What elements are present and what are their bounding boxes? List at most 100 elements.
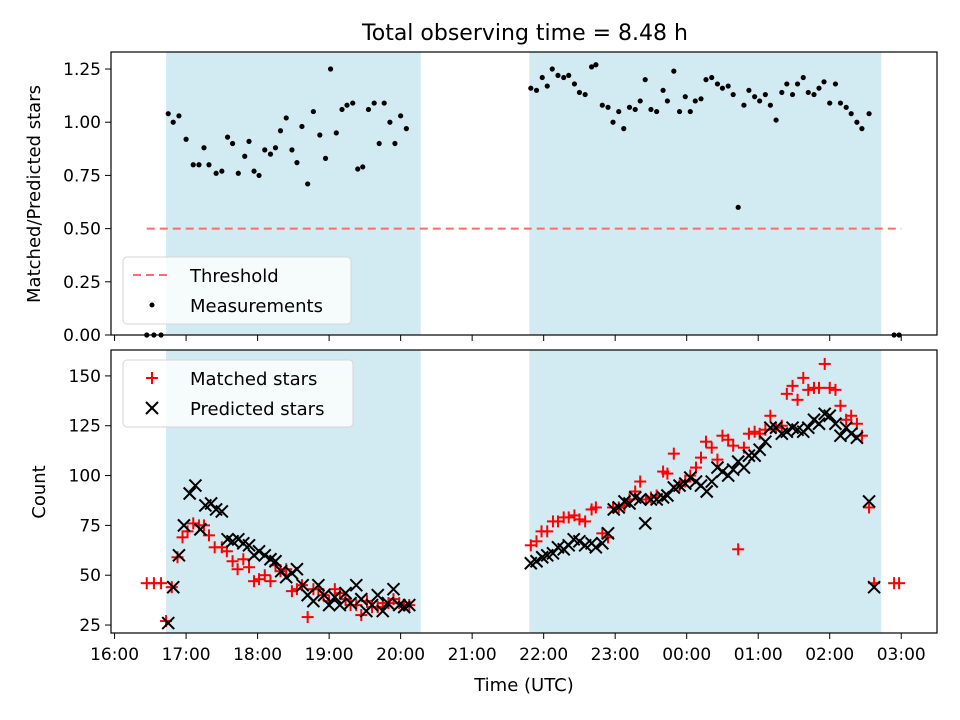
matched-star-point xyxy=(231,563,244,576)
measurement-point xyxy=(539,74,545,81)
predicted-star-point xyxy=(801,421,815,435)
matched-star-point xyxy=(823,381,836,394)
matched-star-point xyxy=(285,585,298,598)
top-axes-frame xyxy=(110,51,938,336)
measurement-point xyxy=(794,81,801,87)
x-tick-label: 22:00 xyxy=(519,645,568,665)
predicted-star-point xyxy=(812,417,826,431)
matched-star-point xyxy=(813,381,825,394)
measurement-point xyxy=(632,106,638,113)
predicted-star-point xyxy=(601,526,615,541)
matched-star-point xyxy=(248,575,261,588)
predicted-star-point xyxy=(317,588,331,602)
measurement-point xyxy=(360,164,366,170)
matched-star-point xyxy=(226,555,239,568)
measurement-point xyxy=(283,115,289,121)
measurement-point xyxy=(235,170,241,176)
measurement-point xyxy=(671,68,677,74)
matched-star-point xyxy=(243,561,256,574)
measurement-point xyxy=(571,81,578,87)
x-axis-label: Time (UTC) xyxy=(473,675,574,696)
matched-star-point xyxy=(530,535,543,548)
x-tick-label: 23:00 xyxy=(591,645,640,665)
predicted-star-point xyxy=(595,536,610,551)
measurement-point xyxy=(682,94,688,100)
top-panel: 0.00 0.25 0.50 0.75 1.00 1.25 Matched/Predict… xyxy=(24,51,938,346)
matched-star-point xyxy=(237,553,250,566)
measurement-point xyxy=(190,162,196,168)
measurement-point xyxy=(317,132,323,138)
measurement-point xyxy=(762,91,768,98)
matched-star-point xyxy=(700,435,713,448)
measurement-point xyxy=(773,117,779,123)
predicted-star-point xyxy=(726,462,740,477)
measurement-point xyxy=(533,87,540,93)
matched-star-point xyxy=(711,453,724,466)
measurement-point xyxy=(206,162,212,168)
predicted-star-point xyxy=(365,598,379,612)
x-tick-label: 18:00 xyxy=(233,645,282,665)
measurement-point xyxy=(725,83,731,89)
x-tick-label: 20:00 xyxy=(376,645,425,665)
measurement-point xyxy=(256,172,262,179)
matched-star-point xyxy=(893,577,906,590)
measurement-point xyxy=(588,64,595,70)
measurement-point xyxy=(376,140,382,147)
y-tick-label: 1.00 xyxy=(63,113,101,133)
predicted-star-point xyxy=(763,421,778,435)
measurement-point xyxy=(310,108,316,115)
predicted-star-point xyxy=(343,596,358,610)
predicted-legend-marker xyxy=(145,401,159,415)
measurement-point xyxy=(381,100,387,106)
matched-star-point xyxy=(705,441,718,454)
x-tick-label: 00:00 xyxy=(662,645,711,665)
measurement-point xyxy=(687,108,693,115)
matched-star-point xyxy=(732,543,745,556)
measurement-point xyxy=(344,102,350,108)
predicted-stars-series xyxy=(161,407,881,630)
predicted-star-point xyxy=(705,474,719,489)
matched-star-point xyxy=(187,517,200,530)
measurement-point xyxy=(339,106,345,113)
measurement-point xyxy=(242,153,248,159)
measurement-point xyxy=(616,108,622,115)
predicted-star-point xyxy=(572,534,587,549)
measurement-point xyxy=(262,147,268,153)
predicted-star-point xyxy=(828,417,843,431)
measurement-point xyxy=(277,128,284,134)
predicted-star-point xyxy=(402,598,416,612)
predicted-star-point xyxy=(780,425,794,439)
y-tick-label: 1.25 xyxy=(63,60,101,80)
measurement-point xyxy=(544,83,550,89)
predicted-star-point xyxy=(742,448,756,463)
measurement-point xyxy=(555,72,561,79)
measurement-point xyxy=(859,126,865,132)
measurement-point xyxy=(272,145,279,151)
matched-star-point xyxy=(181,525,194,538)
bottom-y-axis-label: Count xyxy=(29,465,50,518)
matched-star-point xyxy=(165,581,178,594)
matched-star-point xyxy=(845,409,858,422)
measurement-point xyxy=(752,94,758,100)
measurement-point xyxy=(246,138,252,144)
measurement-point xyxy=(811,91,817,98)
x-tick-label: 01:00 xyxy=(734,645,783,665)
measurement-point xyxy=(848,111,854,117)
matched-star-point xyxy=(780,387,793,400)
measurement-point xyxy=(183,136,189,142)
measurement-point xyxy=(805,89,811,96)
measurement-point xyxy=(757,98,763,104)
predicted-star-point xyxy=(295,578,310,592)
predicted-star-point xyxy=(644,492,658,507)
x-tick-label: 21:00 xyxy=(448,645,497,665)
measurement-point xyxy=(692,98,698,104)
predicted-star-point xyxy=(715,464,730,479)
y-tick-label: 0.25 xyxy=(63,273,101,293)
predicted-star-point xyxy=(333,598,347,612)
measurement-point xyxy=(741,102,747,108)
y-tick-label: 0.00 xyxy=(63,326,101,346)
matched-star-point xyxy=(661,467,674,480)
matched-star-point xyxy=(589,501,602,514)
predicted-star-point xyxy=(322,598,336,612)
measurement-point xyxy=(767,102,773,108)
